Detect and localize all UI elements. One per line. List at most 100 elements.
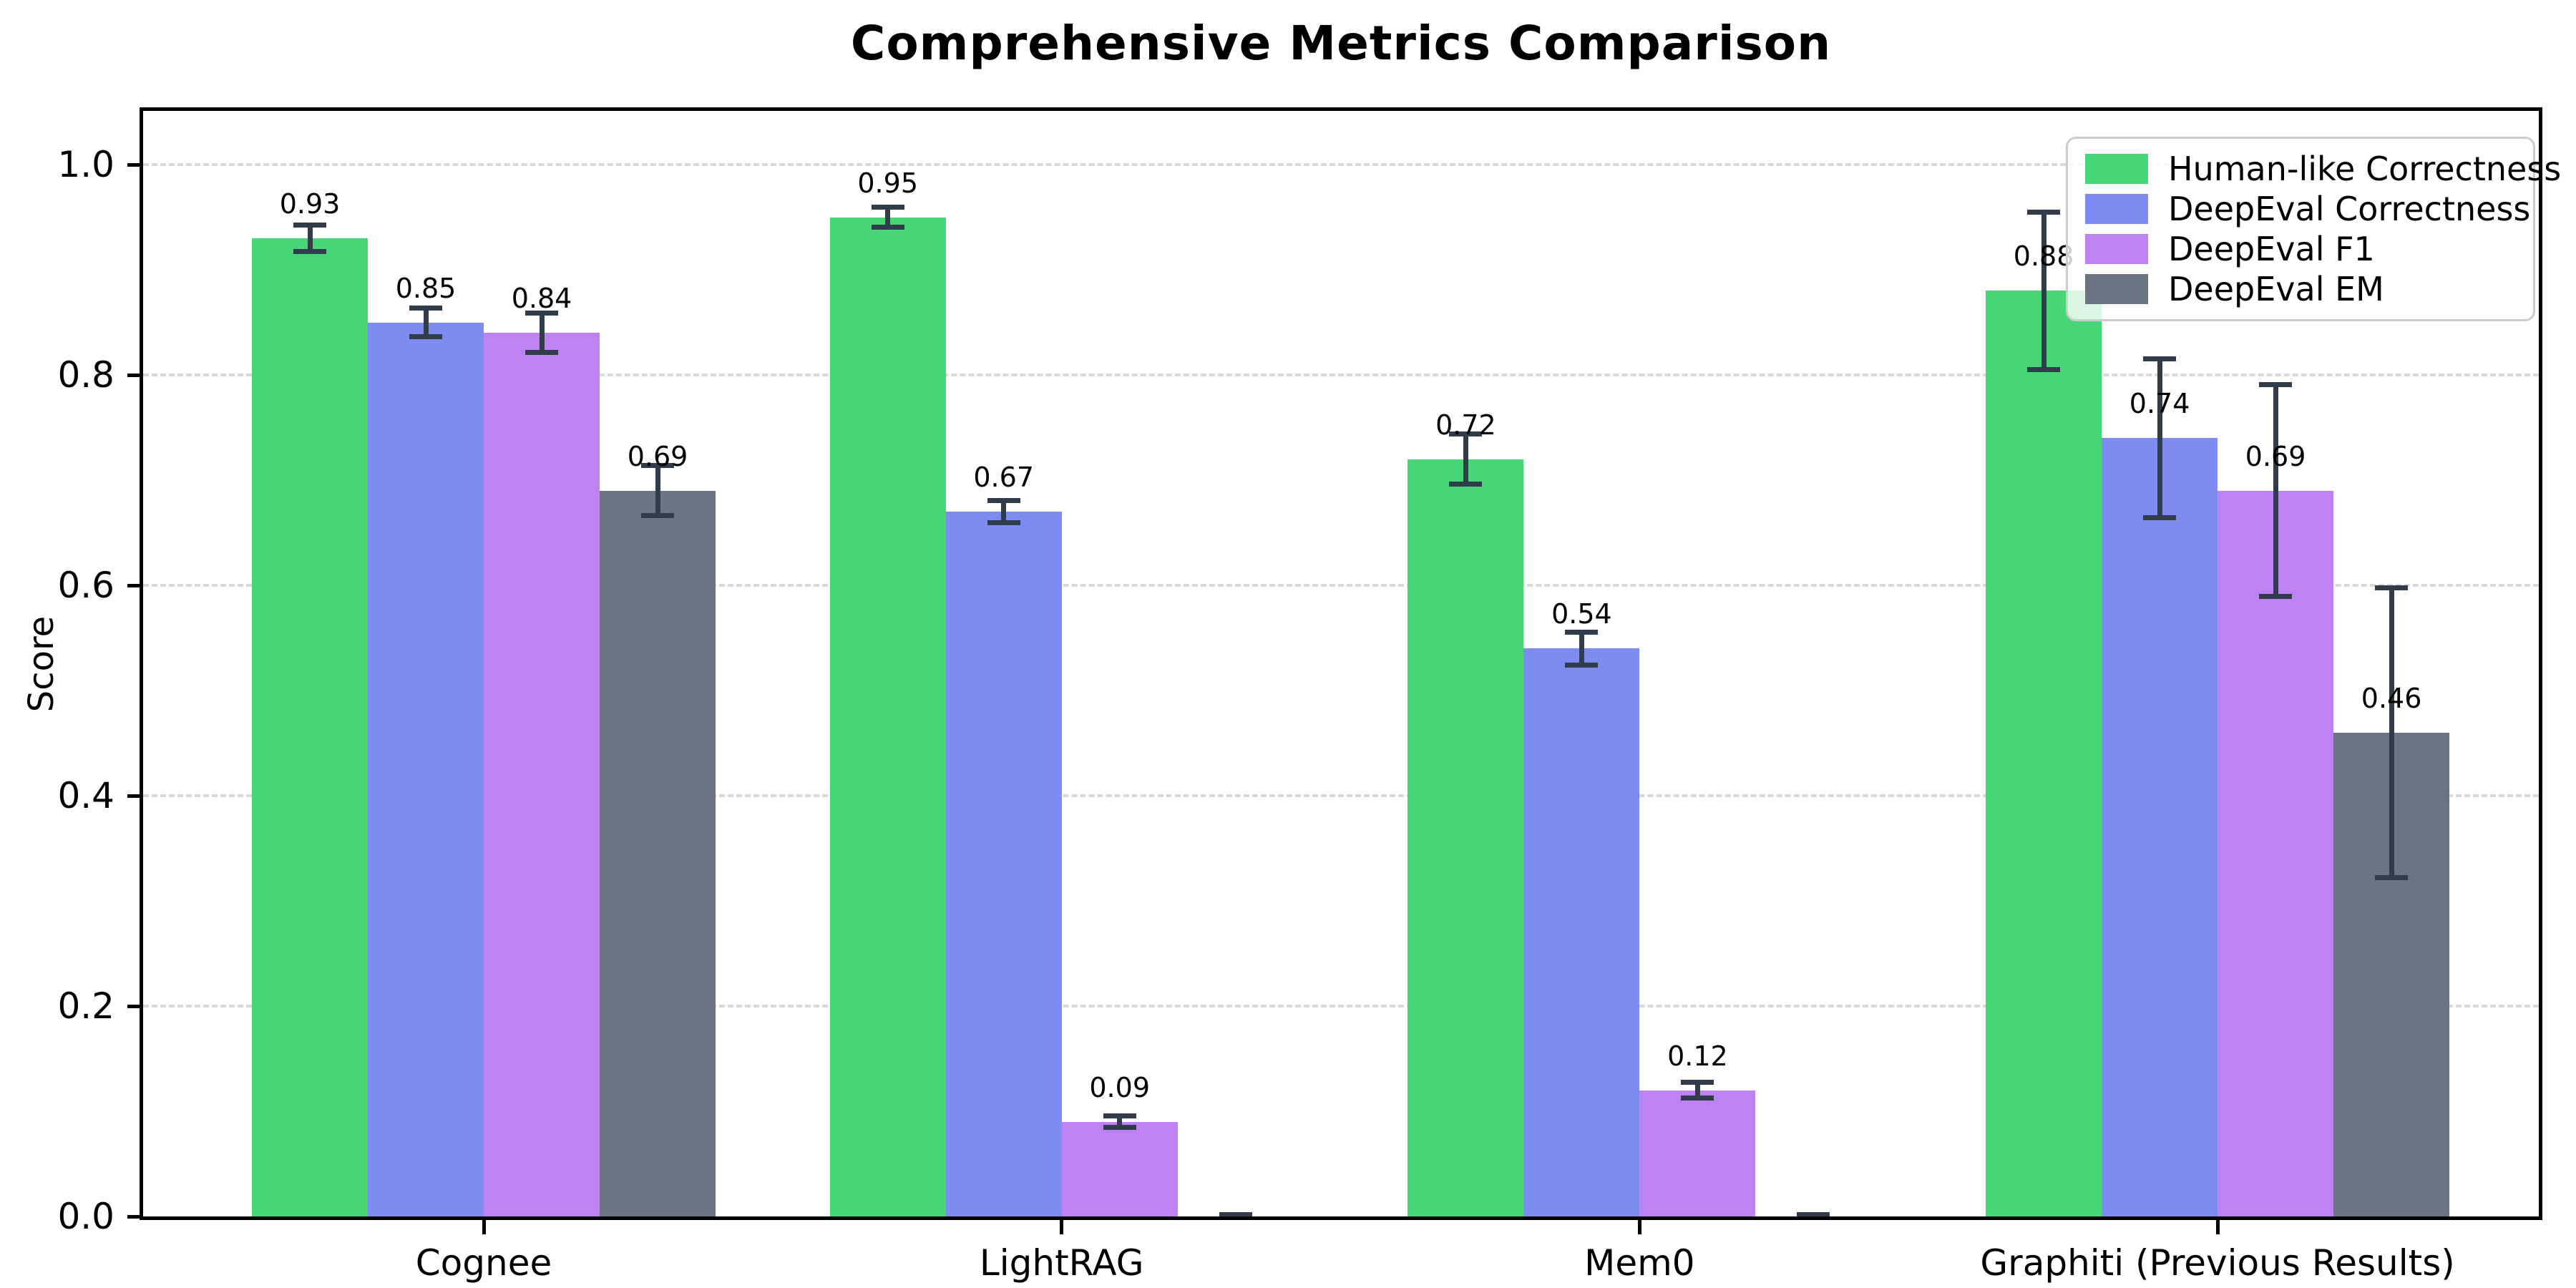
error-bar-cap-bottom: [641, 512, 674, 518]
error-bar-cap-top: [409, 305, 442, 311]
error-bar-cap-top: [525, 311, 558, 316]
error-bar: [655, 463, 660, 518]
bar-value-label: 0.69: [627, 440, 688, 472]
x-tick-mark: [1637, 1219, 1641, 1234]
bar-human-like-correctness-lightrag: [829, 217, 946, 1216]
error-bar-cap-bottom: [987, 520, 1020, 526]
error-bar-cap-bottom: [1565, 662, 1599, 668]
bar-value-label: 0.12: [1667, 1040, 1728, 1072]
error-bar-cap-bottom: [1103, 1125, 1136, 1131]
bar-deepeval-correctness-lightrag: [945, 512, 1062, 1216]
bar-value-label: 0.09: [1089, 1071, 1150, 1103]
bar-value-label: 0.69: [2245, 440, 2306, 472]
bar-value-label: 0.46: [2361, 682, 2422, 714]
y-tick-mark: [127, 794, 141, 798]
x-tick-label-lightrag: LightRAG: [979, 1242, 1144, 1284]
error-bar-cap-top: [1797, 1212, 1830, 1218]
y-tick-label: 0.4: [57, 775, 114, 816]
legend-row: DeepEval F1: [2085, 230, 2516, 268]
error-bar: [2157, 356, 2162, 520]
x-tick-label-mem0: Mem0: [1584, 1242, 1695, 1284]
error-bar: [1694, 1079, 1700, 1101]
error-bar: [1001, 498, 1007, 526]
error-bar-cap-bottom: [525, 350, 558, 356]
y-tick-label: 0.0: [57, 1196, 114, 1237]
y-tick-label: 0.8: [57, 354, 114, 396]
error-bar-cap-bottom: [2375, 874, 2409, 880]
legend-swatch-deepeval-f1: [2085, 234, 2148, 264]
error-bar-cap-bottom: [1681, 1096, 1714, 1101]
bar-deepeval-correctness-cognee: [368, 322, 484, 1216]
legend-row: Human-like Correctness: [2085, 150, 2561, 188]
x-tick-mark: [482, 1219, 486, 1234]
y-tick-label: 1.0: [57, 144, 114, 185]
legend-swatch-deepeval-correctness: [2085, 194, 2148, 224]
x-tick-label-cognee: Cognee: [415, 1242, 552, 1284]
y-tick-mark: [127, 373, 141, 377]
error-bar: [539, 311, 545, 356]
bar-value-label: 0.93: [279, 187, 341, 220]
error-bar-cap-top: [2143, 356, 2177, 361]
bar-value-label: 0.95: [857, 167, 918, 199]
bar-human-like-correctness-graphiti-previous-results-: [1986, 291, 2102, 1216]
bar-value-label: 0.88: [2013, 240, 2074, 273]
gridline-y-0.4: [143, 794, 2539, 797]
error-bar: [1579, 629, 1584, 668]
error-bar: [885, 204, 891, 230]
error-bar: [1117, 1113, 1123, 1131]
x-tick-label-graphiti-previous-results-: Graphiti (Previous Results): [1980, 1242, 2455, 1284]
legend-label: DeepEval EM: [2168, 270, 2384, 308]
bar-deepeval-correctness-mem0: [1523, 648, 1640, 1216]
y-tick-mark: [127, 1004, 141, 1008]
y-tick-label: 0.6: [57, 565, 114, 606]
error-bar-cap-bottom: [871, 225, 904, 230]
error-bar: [2273, 382, 2278, 600]
legend-swatch-deepeval-em: [2085, 274, 2148, 304]
bar-deepeval-f1-mem0: [1639, 1090, 1756, 1216]
error-bar-cap-top: [641, 463, 674, 469]
error-bar: [307, 222, 313, 254]
error-bar-cap-top: [2375, 585, 2409, 590]
legend-label: Human-like Correctness: [2168, 150, 2562, 188]
error-bar-cap-bottom: [409, 334, 442, 340]
bar-value-label: 0.84: [511, 283, 572, 315]
error-bar: [2041, 210, 2046, 372]
error-bar-cap-bottom: [2143, 514, 2177, 520]
x-tick-mark: [2215, 1219, 2220, 1234]
gridline-y-0.6: [143, 584, 2539, 587]
error-bar-cap-bottom: [1449, 481, 1483, 487]
bar-value-label: 0.54: [1551, 598, 1612, 630]
error-bar-cap-bottom: [293, 248, 326, 254]
bar-deepeval-correctness-graphiti-previous-results-: [2102, 438, 2218, 1216]
error-bar-cap-top: [1565, 629, 1599, 635]
bar-human-like-correctness-mem0: [1407, 459, 1524, 1216]
error-bar-cap-bottom: [2259, 594, 2293, 600]
y-axis-label: Score: [21, 615, 62, 713]
bar-deepeval-f1-graphiti-previous-results-: [2218, 490, 2334, 1216]
bar-deepeval-f1-lightrag: [1061, 1121, 1178, 1216]
gridline-y-0.2: [143, 1005, 2539, 1008]
x-tick-mark: [1060, 1219, 1064, 1234]
bar-deepeval-em-cognee: [600, 490, 716, 1216]
legend: Human-like Correctness DeepEval Correctne…: [2066, 137, 2561, 321]
bar-value-label: 0.67: [973, 462, 1034, 494]
error-bar-cap-top: [2259, 382, 2293, 388]
y-tick-mark: [127, 162, 141, 167]
bar-value-label: 0.85: [395, 272, 457, 304]
y-tick-mark: [127, 1214, 141, 1219]
error-bar-cap-top: [1681, 1079, 1714, 1085]
error-bar-cap-top: [293, 222, 326, 228]
chart-title: Comprehensive Metrics Comparison: [850, 16, 1832, 71]
error-bar-cap-top: [1449, 431, 1483, 437]
bar-human-like-correctness-cognee: [252, 238, 368, 1216]
legend-swatch-human-like-correctness: [2085, 154, 2148, 184]
error-bar-cap-top: [987, 498, 1020, 503]
legend-row: DeepEval EM: [2085, 270, 2516, 308]
error-bar-cap-top: [2027, 210, 2061, 215]
legend-label: DeepEval F1: [2168, 230, 2375, 268]
y-tick-mark: [127, 583, 141, 587]
gridline-y-0.8: [143, 374, 2539, 376]
legend-row: DeepEval Correctness: [2085, 190, 2530, 228]
gridline-y-1.0: [143, 163, 2539, 166]
